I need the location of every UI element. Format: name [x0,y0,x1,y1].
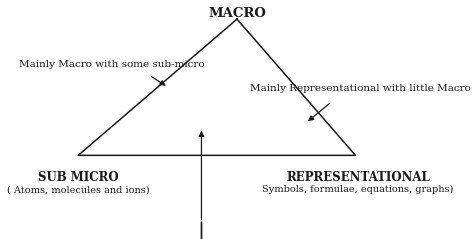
Text: REPRESENTATIONAL: REPRESENTATIONAL [286,171,430,184]
Text: Mainly Representational with little Macro: Mainly Representational with little Macr… [250,84,471,93]
Text: SUB MICRO: SUB MICRO [38,171,118,184]
Text: Symbols, formulae, equations, graphs): Symbols, formulae, equations, graphs) [262,185,454,194]
Text: Mainly Macro with some sub-micro: Mainly Macro with some sub-micro [18,60,204,69]
Text: MACRO: MACRO [208,7,266,20]
Text: ( Atoms, molecules and ions): ( Atoms, molecules and ions) [7,185,149,194]
